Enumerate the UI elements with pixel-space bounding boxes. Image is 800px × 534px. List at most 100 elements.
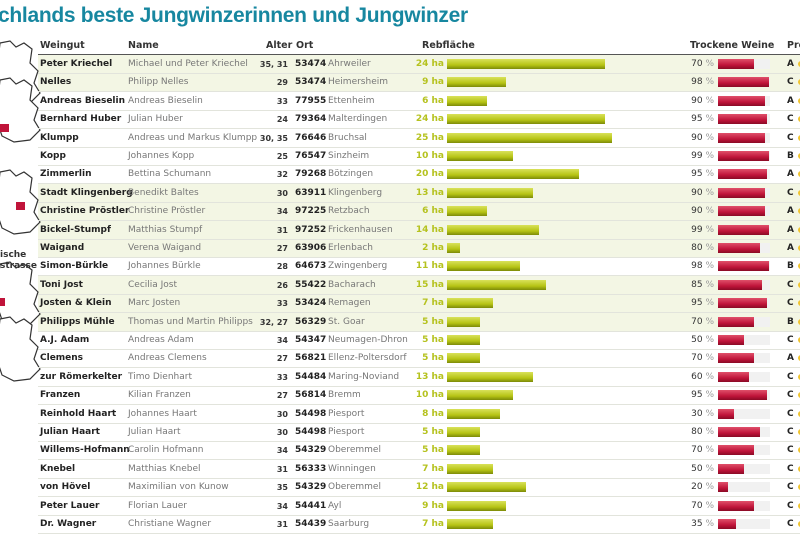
city: Malterdingen: [328, 114, 388, 125]
dry-wine-bar: [718, 132, 765, 143]
dry-wine-percent: 95 %: [691, 298, 714, 309]
vineyard-area: 24 ha: [415, 59, 444, 69]
dry-wine-percent: 99 %: [691, 224, 714, 235]
age: 35, 31: [259, 60, 288, 69]
city: Ayl: [328, 500, 342, 511]
winemaker-name: Thomas und Martin Philipps: [128, 316, 253, 327]
winery-name: Bernhard Huber: [40, 114, 122, 125]
dry-wine-bar-track: [718, 243, 770, 253]
price-dot-icon: [798, 61, 800, 67]
city: Erlenbach: [328, 243, 374, 253]
dry-wine-bar-track: [718, 482, 770, 493]
postal-code: 54484: [295, 371, 327, 382]
header-alter: Alter: [266, 40, 293, 51]
price-category: C: [787, 114, 794, 125]
city: Bötzingen: [328, 169, 374, 180]
price-dot-icon: [798, 337, 800, 343]
winery-name: Christine Pröstler: [40, 206, 130, 217]
table-row: Waigand Verena Waigand 27 63906 Erlenbach 2 h…: [38, 239, 800, 258]
vineyard-area: 7 ha: [422, 519, 444, 529]
age: 34: [276, 501, 288, 511]
vineyard-area-bar: [447, 224, 540, 235]
postal-code: 54439: [295, 519, 327, 529]
winemaker-name: Kilian Franzen: [128, 390, 191, 401]
postal-code: 56814: [295, 390, 327, 401]
vineyard-area-bar: [447, 95, 487, 106]
vineyard-area-bar: [447, 427, 480, 437]
winemaker-name: Andreas Bieselin: [128, 95, 203, 106]
vineyard-area: 9 ha: [422, 77, 444, 88]
dry-wine-percent: 30 %: [691, 408, 714, 419]
price-category: C: [787, 463, 794, 474]
vineyard-area: 13 ha: [415, 371, 444, 382]
postal-code: 54498: [295, 427, 327, 437]
dry-wine-bar: [718, 59, 755, 69]
age: 31: [276, 225, 288, 235]
postal-code: 97225: [295, 206, 327, 217]
price-category: C: [787, 187, 794, 198]
header-divider: [38, 54, 800, 55]
price-dot-icon: [798, 318, 800, 325]
city: Oberemmel: [328, 482, 381, 493]
dry-wine-percent: 35 %: [691, 519, 714, 529]
vineyard-area: 5 ha: [422, 445, 444, 456]
table-row: Franzen Kilian Franzen 27 56814 Bremm 10 ha 95…: [38, 386, 800, 406]
vineyard-area: 10 ha: [415, 390, 444, 401]
vineyard-area: 5 ha: [422, 427, 444, 437]
dry-wine-bar-track: [718, 316, 770, 327]
price-dot-icon: [798, 502, 800, 509]
header-rebflaeche: Rebfläche: [422, 40, 475, 51]
dry-wine-bar: [718, 335, 744, 345]
vineyard-area-bar: [447, 316, 480, 327]
dry-wine-percent: 95 %: [691, 114, 714, 125]
table-row: Julian Haart Julian Haart 30 54498 Piesport 5…: [38, 423, 800, 442]
vineyard-area-bar: [447, 445, 480, 456]
table-row: Clemens Andreas Clemens 27 56821 Ellenz-Polt…: [38, 349, 800, 369]
dry-wine-percent: 90 %: [691, 206, 714, 217]
age: 33: [276, 299, 288, 309]
vineyard-area: 12 ha: [415, 482, 444, 493]
region-label-line: strasse: [0, 261, 37, 271]
dry-wine-percent: 70 %: [691, 353, 714, 364]
winery-name: zur Römerkelter: [40, 371, 123, 382]
vineyard-area: 5 ha: [422, 316, 444, 327]
vineyard-area: 6 ha: [422, 206, 444, 217]
table-row: A.J. Adam Andreas Adam 34 54347 Neumagen-Dhr…: [38, 331, 800, 350]
price-dot-icon: [798, 410, 800, 417]
age: 35: [276, 483, 288, 493]
price-dot-icon: [798, 208, 800, 215]
table-row: Peter Kriechel Michael und Peter Kriechel…: [38, 55, 800, 74]
dry-wine-bar-track: [718, 463, 770, 474]
age: 28: [276, 262, 288, 272]
dry-wine-bar: [718, 408, 734, 419]
row-group: [38, 331, 800, 534]
city: Bacharach: [328, 279, 376, 290]
dry-wine-percent: 80 %: [691, 427, 714, 437]
age: 30, 35: [259, 133, 288, 143]
vineyard-area: 9 ha: [422, 500, 444, 511]
vineyard-area-bar: [447, 77, 507, 88]
winery-name: Zimmerlin: [40, 169, 92, 180]
city: Piesport: [328, 408, 365, 419]
winery-name: Simon-Bürkle: [40, 261, 109, 272]
winemaker-name: Cecilia Jost: [128, 279, 178, 290]
dry-wine-bar-track: [718, 206, 770, 217]
vineyard-area: 24 ha: [415, 114, 444, 125]
postal-code: 56333: [295, 463, 327, 474]
postal-code: 54441: [295, 500, 327, 511]
dry-wine-bar: [718, 519, 737, 529]
price-category: B: [787, 316, 794, 327]
winemaker-name: Johannes Kopp: [128, 151, 195, 161]
dry-wine-bar: [718, 390, 768, 401]
dry-wine-bar: [718, 427, 760, 437]
winemaker-name: Matthias Stumpf: [128, 224, 203, 235]
winery-name: Waigand: [40, 243, 85, 253]
dry-wine-bar-track: [718, 77, 770, 88]
table-row: Philipps Mühle Thomas und Martin Philipps…: [38, 313, 800, 332]
price-category: C: [787, 519, 794, 529]
price-dot-icon: [798, 429, 800, 435]
dry-wine-bar: [718, 187, 765, 198]
winery-name: Kopp: [40, 151, 66, 161]
dry-wine-bar-track: [718, 427, 770, 437]
price-dot-icon: [798, 447, 800, 454]
